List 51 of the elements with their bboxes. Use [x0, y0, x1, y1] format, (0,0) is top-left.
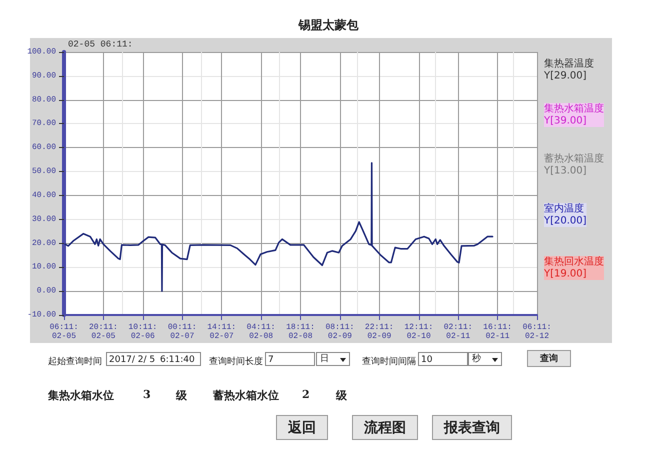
- line-series: [64, 162, 494, 292]
- text: 查询时间长度: [209, 356, 263, 368]
- x-tick-label: 18:11: 02-08: [286, 323, 315, 341]
- text-field[interactable]: 7: [265, 352, 315, 366]
- button[interactable]: 返回: [276, 415, 328, 440]
- x-tick-label: 02:11: 02-11: [444, 323, 473, 341]
- text: 级: [336, 388, 347, 403]
- text: 集热水箱温度 Y[39.00]: [543, 102, 604, 126]
- text: 集热器温度 Y[29.00]: [543, 58, 594, 82]
- text: 2: [302, 388, 310, 401]
- dropdown[interactable]: 日: [316, 352, 350, 366]
- text: 集热回水温度 Y[19.00]: [543, 256, 604, 280]
- button[interactable]: 流程图: [352, 415, 418, 440]
- text: 级: [176, 388, 187, 403]
- x-tick-label: 06:11: 02-05: [50, 323, 78, 341]
- y-tick-label: 0.00: [36, 286, 56, 296]
- button[interactable]: 报表查询: [432, 415, 512, 440]
- button[interactable]: 查询: [527, 350, 571, 367]
- y-tick-label: 90.00: [32, 71, 56, 80]
- y-tick-label: 70.00: [32, 119, 56, 128]
- text: 蓄热水箱水位: [213, 388, 279, 403]
- y-tick-label: 100.00: [27, 48, 56, 56]
- chart-title: 锡盟太蒙包: [298, 18, 360, 32]
- text-field[interactable]: 10: [418, 352, 468, 366]
- x-tick-label: 06:11: 02-12: [522, 323, 552, 341]
- x-tick-label: 12:11: 02-10: [404, 323, 434, 341]
- y-tick-label: 40.00: [32, 190, 56, 200]
- x-tick-label: 16:11: 02-11: [483, 323, 512, 341]
- text: 起始查询时间: [48, 356, 102, 368]
- x-tick-label: 14:11: 02-07: [207, 323, 236, 341]
- x-tick-label: 20:11: 02-05: [89, 323, 118, 341]
- y-tick-label: 50.00: [32, 167, 56, 176]
- text: 3: [143, 388, 151, 401]
- text: 室内温度 Y[20.00]: [543, 202, 587, 226]
- y-tick-label: 10.00: [32, 262, 56, 272]
- y-tick-label: 80.00: [32, 95, 56, 104]
- text: 6:11:40: [160, 355, 195, 365]
- text: 查询时间间隔: [362, 356, 416, 368]
- y-tick-label: 30.00: [32, 214, 56, 224]
- x-tick-label: 08:11: 02-09: [326, 323, 354, 341]
- text: 集热水箱水位: [48, 388, 114, 403]
- dropdown[interactable]: 秒: [468, 352, 502, 366]
- text: 蓄热水箱温度 Y[13.00]: [543, 152, 604, 176]
- x-tick-label: 04:11: 02-08: [246, 323, 276, 341]
- y-tick-label: -10.00: [27, 310, 56, 320]
- text: 02-05 06:11:: [68, 40, 133, 50]
- x-tick-label: 10:11: 02-06: [128, 323, 158, 341]
- x-tick-label: 00:11: 02-07: [168, 323, 197, 341]
- x-tick-label: 22:11: 02-09: [364, 323, 394, 341]
- y-tick-label: 20.00: [32, 238, 56, 248]
- y-tick-label: 60.00: [32, 143, 56, 152]
